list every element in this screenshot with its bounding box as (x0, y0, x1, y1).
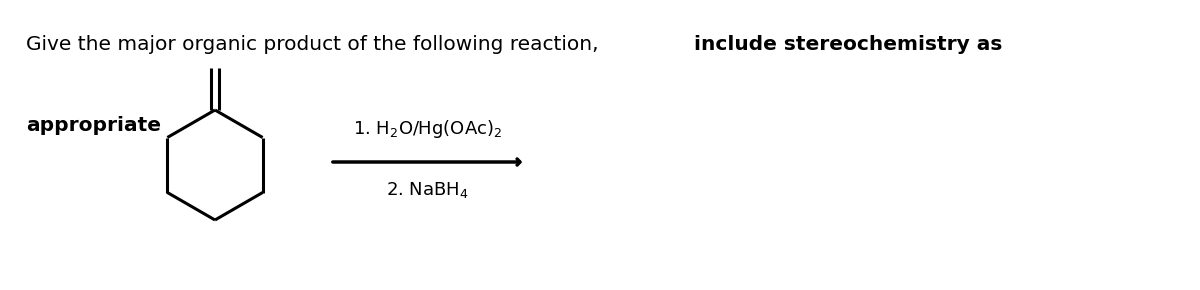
Text: include stereochemistry as: include stereochemistry as (694, 35, 1002, 54)
Text: appropriate: appropriate (26, 116, 161, 135)
Text: 1. H$_2$O/Hg(OAc)$_2$: 1. H$_2$O/Hg(OAc)$_2$ (353, 118, 502, 140)
Text: Give the major organic product of the following reaction,: Give the major organic product of the fo… (26, 35, 606, 54)
Text: 2. NaBH$_4$: 2. NaBH$_4$ (386, 180, 469, 200)
